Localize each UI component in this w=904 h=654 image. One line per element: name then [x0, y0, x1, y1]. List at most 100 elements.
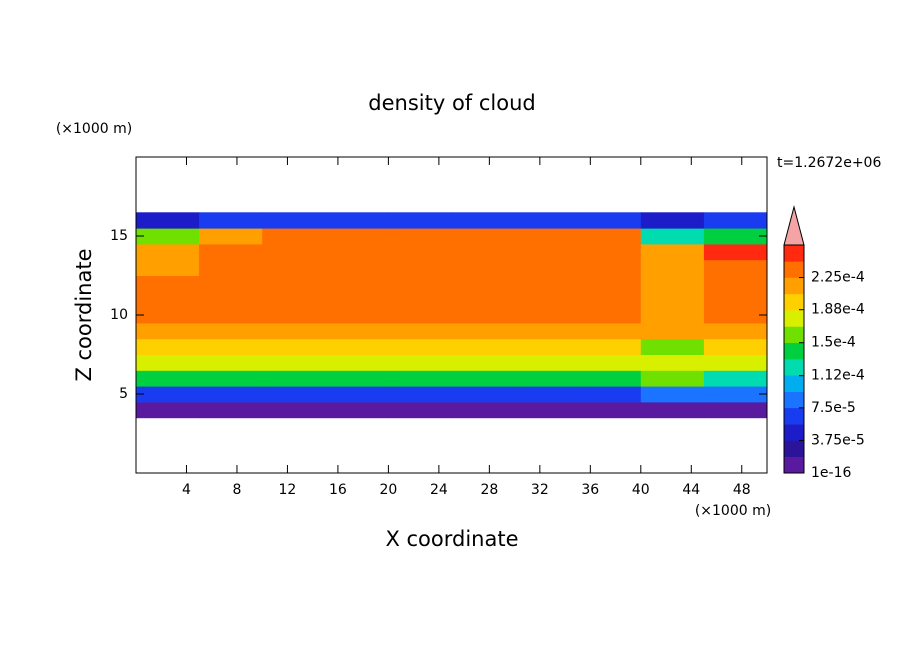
contour-cell: [262, 401, 326, 419]
colorbar-tick-label: 1e-16: [811, 465, 851, 481]
contour-cell: [703, 386, 768, 403]
contour-cell: [388, 243, 452, 261]
colorbar-band: [784, 342, 804, 360]
contour-cell: [325, 401, 389, 419]
colorbar-band: [784, 261, 804, 278]
contour-cell: [262, 243, 326, 261]
y-axis-label: Z coordinate: [72, 248, 96, 381]
contour-cell: [136, 228, 200, 245]
contour-cell: [325, 212, 389, 229]
time-label: t=1.2672e+06: [777, 155, 881, 171]
contour-cell: [262, 370, 326, 387]
colorbar-band: [784, 407, 804, 425]
contour-cell: [262, 338, 326, 355]
contour-cell: [577, 322, 642, 340]
contour-cell: [451, 322, 516, 340]
contour-cell: [136, 291, 200, 308]
contour-cell: [451, 228, 516, 245]
contour-cell: [640, 275, 705, 292]
y-tick-label: 10: [110, 307, 128, 323]
contour-cell: [451, 275, 516, 292]
y-unit: (×1000 m): [56, 121, 132, 137]
contour-cell: [262, 354, 326, 371]
contour-cell: [136, 401, 200, 419]
contour-cell: [703, 354, 768, 371]
contour-cell: [262, 275, 326, 292]
contour-cell: [136, 370, 200, 387]
contour-cell: [577, 370, 642, 387]
colorbar-band: [784, 375, 804, 392]
contour-cell: [514, 401, 579, 419]
contour-cell: [577, 243, 642, 261]
contour-cell: [640, 354, 705, 371]
colorbar-band: [784, 456, 804, 474]
contour-cell: [262, 259, 326, 276]
contour-cell: [451, 259, 516, 276]
x-tick-label: 36: [581, 482, 599, 498]
contour-cell: [577, 307, 642, 324]
contour-cell: [451, 401, 516, 419]
contour-cell: [388, 275, 452, 292]
contour-cell: [199, 307, 263, 324]
contour-cell: [136, 307, 200, 324]
contour-cell: [199, 386, 263, 403]
contour-cell: [325, 338, 389, 355]
contour-cell: [451, 212, 516, 229]
contour-cell: [703, 275, 768, 292]
x-tick-label: 8: [232, 482, 241, 498]
contour-cell: [703, 259, 768, 276]
contour-cell: [703, 291, 768, 308]
x-tick-label: 20: [379, 482, 397, 498]
contour-cell: [136, 354, 200, 371]
contour-cell: [136, 243, 200, 261]
colorbar-band: [784, 424, 804, 441]
contour-cell: [262, 386, 326, 403]
chart-title: density of cloud: [368, 91, 535, 115]
contour-cell: [577, 212, 642, 229]
contour-cell: [577, 354, 642, 371]
colorbar-tick-label: 7.5e-5: [811, 400, 856, 416]
contour-cell: [703, 307, 768, 324]
contour-cell: [262, 291, 326, 308]
contour-cell: [388, 291, 452, 308]
contour-cell: [388, 354, 452, 371]
contour-cell: [388, 370, 452, 387]
colorbar-tick-label: 1.5e-4: [811, 335, 856, 351]
contour-cell: [451, 386, 516, 403]
y-tick-label: 15: [110, 228, 128, 244]
colorbar-band: [784, 277, 804, 295]
contour-cell: [703, 322, 768, 340]
colorbar-band: [784, 391, 804, 409]
contour-cell: [577, 291, 642, 308]
contour-cell: [703, 212, 768, 229]
colorbar-band: [784, 326, 804, 344]
contour-cell: [262, 212, 326, 229]
contour-cell: [577, 401, 642, 419]
contour-cell: [577, 259, 642, 276]
contour-cell: [514, 212, 579, 229]
contour-cell: [199, 291, 263, 308]
colorbar-band: [784, 245, 804, 262]
contour-cell: [703, 228, 768, 245]
contour-cell: [325, 322, 389, 340]
x-tick-label: 48: [733, 482, 751, 498]
contour-cell: [388, 401, 452, 419]
contour-cell: [136, 386, 200, 403]
contour-cell: [577, 386, 642, 403]
colorbar-tick-label: 2.25e-4: [811, 270, 865, 286]
contour-cell: [640, 338, 705, 355]
contour-cell: [388, 228, 452, 245]
contour-cell: [640, 370, 705, 387]
x-tick-label: 40: [632, 482, 650, 498]
contour-cell: [136, 212, 200, 229]
contour-cell: [136, 259, 200, 276]
contour-cell: [451, 354, 516, 371]
contour-cell: [262, 228, 326, 245]
colorbar-band: [784, 310, 804, 327]
colorbar-extend: [783, 205, 805, 246]
contour-cell: [514, 354, 579, 371]
contour-cell: [262, 307, 326, 324]
contour-cell: [514, 307, 579, 324]
contour-cell: [199, 370, 263, 387]
